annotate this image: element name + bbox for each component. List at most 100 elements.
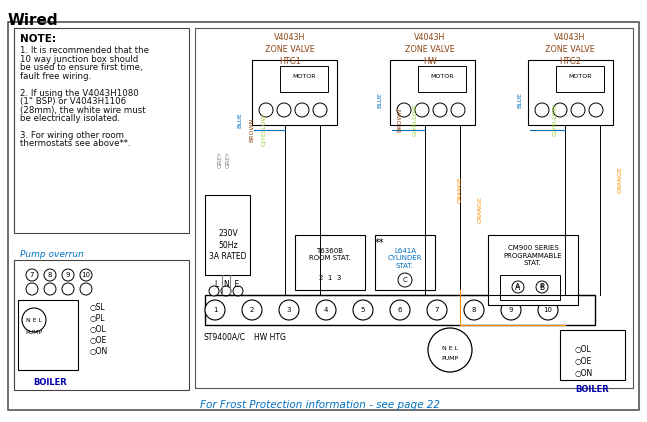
Bar — [375, 235, 435, 290]
Text: fault free wiring.: fault free wiring. — [20, 71, 91, 81]
Text: BOILER: BOILER — [33, 378, 67, 387]
Bar — [18, 300, 78, 370]
Text: ○OE: ○OE — [90, 336, 107, 345]
Circle shape — [428, 328, 472, 372]
Text: 1: 1 — [213, 307, 217, 313]
Text: 8: 8 — [472, 307, 476, 313]
Circle shape — [209, 286, 219, 296]
Text: 10: 10 — [82, 272, 91, 278]
Text: For Frost Protection information - see page 22: For Frost Protection information - see p… — [200, 400, 440, 410]
Circle shape — [44, 269, 56, 281]
Circle shape — [464, 300, 484, 320]
Text: MOTOR: MOTOR — [430, 73, 454, 78]
Text: BOILER: BOILER — [575, 385, 609, 394]
Circle shape — [62, 283, 74, 295]
Text: BLUE: BLUE — [377, 92, 382, 108]
Text: G/YELLOW: G/YELLOW — [413, 104, 417, 136]
Circle shape — [390, 300, 410, 320]
Text: N E L: N E L — [26, 317, 42, 322]
Text: 7: 7 — [435, 307, 439, 313]
Text: BROWN: BROWN — [397, 108, 402, 132]
Circle shape — [536, 281, 548, 293]
Text: MOTOR: MOTOR — [568, 73, 592, 78]
Text: ○PL: ○PL — [90, 314, 105, 323]
Text: Pump overrun: Pump overrun — [20, 250, 84, 259]
Circle shape — [316, 300, 336, 320]
Circle shape — [415, 103, 429, 117]
Bar — [252, 60, 337, 125]
Text: G/YELLOW: G/YELLOW — [553, 104, 558, 136]
Bar — [295, 235, 365, 290]
Text: G/YELLOW: G/YELLOW — [261, 114, 267, 146]
Circle shape — [512, 281, 524, 293]
Text: be electrically isolated.: be electrically isolated. — [20, 114, 120, 123]
Circle shape — [221, 286, 231, 296]
Circle shape — [451, 103, 465, 117]
Text: A: A — [516, 282, 521, 292]
Text: 3. For wiring other room: 3. For wiring other room — [20, 131, 124, 140]
Text: 10 way junction box should: 10 way junction box should — [20, 54, 138, 63]
Bar — [195, 28, 633, 388]
Text: CM900 SERIES
PROGRAMMABLE
STAT.: CM900 SERIES PROGRAMMABLE STAT. — [503, 245, 562, 266]
Circle shape — [80, 269, 92, 281]
Text: B: B — [540, 282, 545, 292]
Circle shape — [279, 300, 299, 320]
Circle shape — [44, 283, 56, 295]
Text: GREY: GREY — [217, 151, 223, 168]
Text: 2: 2 — [250, 307, 254, 313]
Text: A: A — [516, 284, 520, 289]
Text: BLUE: BLUE — [518, 92, 523, 108]
Text: 2. If using the V4043H1080: 2. If using the V4043H1080 — [20, 89, 138, 97]
Bar — [14, 28, 189, 233]
Text: BLUE: BLUE — [237, 112, 243, 128]
Text: 6: 6 — [398, 307, 402, 313]
Text: V4043H
ZONE VALVE
HTG2: V4043H ZONE VALVE HTG2 — [545, 33, 595, 65]
Circle shape — [242, 300, 262, 320]
Text: GREY: GREY — [226, 151, 230, 168]
Circle shape — [295, 103, 309, 117]
Text: Wired: Wired — [8, 13, 59, 28]
Text: HW HTG: HW HTG — [254, 333, 286, 342]
Text: N E L: N E L — [442, 346, 458, 351]
Circle shape — [277, 103, 291, 117]
Bar — [500, 275, 560, 300]
Circle shape — [259, 103, 273, 117]
Text: B: B — [540, 284, 544, 289]
Bar — [205, 295, 595, 325]
Text: 4: 4 — [324, 307, 328, 313]
Circle shape — [353, 300, 373, 320]
Circle shape — [535, 103, 549, 117]
Text: PUMP: PUMP — [25, 330, 43, 335]
Text: 8: 8 — [48, 272, 52, 278]
Text: 2  1  3: 2 1 3 — [319, 275, 341, 281]
Circle shape — [233, 286, 243, 296]
Bar — [418, 66, 466, 92]
Text: ○ON: ○ON — [90, 347, 108, 356]
Bar — [488, 235, 578, 305]
Text: (28mm), the white wire must: (28mm), the white wire must — [20, 106, 146, 114]
Text: ORANGE: ORANGE — [477, 197, 483, 223]
Text: BROWN: BROWN — [250, 118, 254, 142]
Text: ○OE: ○OE — [575, 357, 592, 366]
Text: thermostats see above**.: thermostats see above**. — [20, 140, 131, 149]
Circle shape — [80, 283, 92, 295]
Circle shape — [538, 300, 558, 320]
Text: ORANGE: ORANGE — [457, 177, 463, 203]
Text: 7: 7 — [30, 272, 34, 278]
Text: 9: 9 — [66, 272, 71, 278]
Circle shape — [427, 300, 447, 320]
Bar — [14, 260, 189, 390]
Text: L641A
CYLINDER
STAT.: L641A CYLINDER STAT. — [388, 248, 422, 269]
Circle shape — [397, 103, 411, 117]
Text: V4043H
ZONE VALVE
HTG1: V4043H ZONE VALVE HTG1 — [265, 33, 315, 65]
Circle shape — [62, 269, 74, 281]
Text: NOTE:: NOTE: — [20, 34, 56, 44]
Circle shape — [22, 308, 46, 332]
Circle shape — [501, 300, 521, 320]
Circle shape — [589, 103, 603, 117]
Text: ST9400A/C: ST9400A/C — [204, 333, 246, 342]
Text: C: C — [402, 277, 408, 283]
Text: 230V
50Hz
3A RATED: 230V 50Hz 3A RATED — [209, 230, 247, 261]
Text: PUMP: PUMP — [441, 355, 459, 360]
Circle shape — [205, 300, 225, 320]
